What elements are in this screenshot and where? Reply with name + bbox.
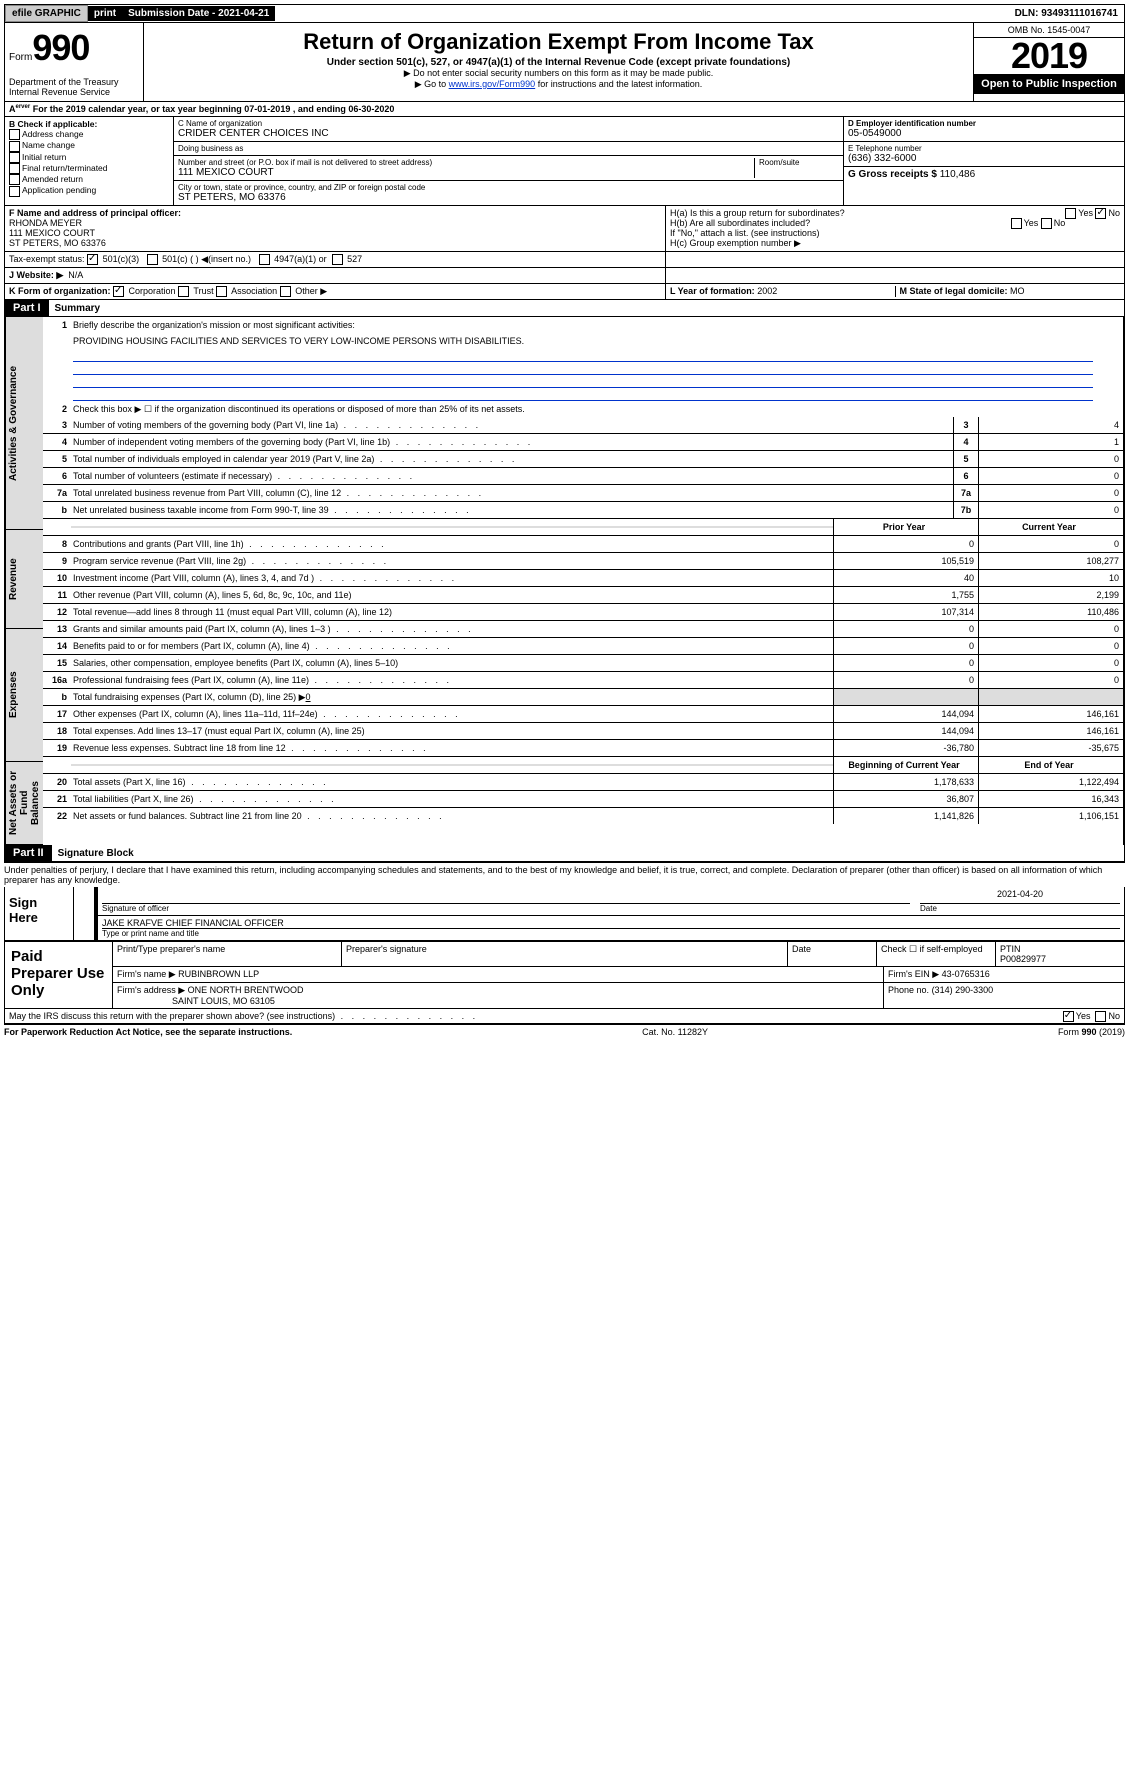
c22: 1,106,151 — [978, 808, 1123, 824]
info-grid: B Check if applicable: Address change Na… — [4, 117, 1125, 206]
c13: 0 — [978, 621, 1123, 637]
part2-header: Part II Signature Block — [4, 845, 1125, 862]
form-header: Form990 Department of the Treasury Inter… — [4, 23, 1125, 102]
p15: 0 — [833, 655, 978, 671]
print-button[interactable]: print — [88, 6, 122, 21]
paid-preparer-label: Paid Preparer Use Only — [5, 942, 113, 1008]
note-link: ▶ Go to www.irs.gov/Form990 for instruct… — [148, 79, 969, 90]
c19: -35,675 — [978, 740, 1123, 756]
v4: 1 — [978, 434, 1123, 450]
box-d-e-g: D Employer identification number 05-0549… — [843, 117, 1124, 205]
cat-no: Cat. No. 11282Y — [642, 1027, 708, 1037]
row-tax-status: Tax-exempt status: 501(c)(3) 501(c) ( ) … — [4, 252, 1125, 268]
paid-preparer: Paid Preparer Use Only Print/Type prepar… — [4, 941, 1125, 1009]
c11: 2,199 — [978, 587, 1123, 603]
firm-phone: (314) 290-3300 — [932, 985, 994, 995]
row-website: J Website: ▶ N/A — [4, 268, 1125, 284]
submission-date: Submission Date - 2021-04-21 — [122, 6, 275, 21]
p19: -36,780 — [833, 740, 978, 756]
footer: For Paperwork Reduction Act Notice, see … — [4, 1024, 1125, 1037]
mission: PROVIDING HOUSING FACILITIES AND SERVICE… — [71, 335, 1123, 347]
discuss-row: May the IRS discuss this return with the… — [4, 1009, 1125, 1024]
form-word: Form — [9, 52, 32, 63]
v5: 0 — [978, 451, 1123, 467]
v7a: 0 — [978, 485, 1123, 501]
note-ssn: ▶ Do not enter social security numbers o… — [148, 68, 969, 79]
p21: 36,807 — [833, 791, 978, 807]
vtab-governance: Activities & Governance — [5, 317, 43, 530]
form-subtitle: Under section 501(c), 527, or 4947(a)(1)… — [148, 57, 969, 68]
p22: 1,141,826 — [833, 808, 978, 824]
form-number: 990 — [32, 27, 89, 68]
gross-receipts: 110,486 — [940, 169, 975, 180]
p17: 144,094 — [833, 706, 978, 722]
c16a: 0 — [978, 672, 1123, 688]
p14: 0 — [833, 638, 978, 654]
p20: 1,178,633 — [833, 774, 978, 790]
p11: 1,755 — [833, 587, 978, 603]
top-bar: efile GRAPHIC print Submission Date - 20… — [4, 4, 1125, 23]
sign-date: 2021-04-20 — [920, 889, 1120, 904]
c14: 0 — [978, 638, 1123, 654]
vtab-net: Net Assets or Fund Balances — [5, 762, 43, 845]
dln: DLN: 93493111016741 — [1009, 6, 1124, 21]
irs-link[interactable]: www.irs.gov/Form990 — [449, 79, 536, 89]
v7b: 0 — [978, 502, 1123, 518]
signature-block: Sign Here Signature of officer 2021-04-2… — [4, 887, 1125, 941]
sign-here-label: Sign Here — [5, 887, 74, 940]
vtab-revenue: Revenue — [5, 530, 43, 629]
firm-ein: 43-0765316 — [942, 969, 990, 979]
org-address: 111 MEXICO COURT — [178, 167, 754, 178]
p12: 107,314 — [833, 604, 978, 620]
efile-label: efile GRAPHIC — [5, 5, 88, 22]
c10: 10 — [978, 570, 1123, 586]
vtab-expenses: Expenses — [5, 629, 43, 762]
period-row: Aerver For the 2019 calendar year, or ta… — [4, 102, 1125, 117]
officer-name-title: JAKE KRAFVE CHIEF FINANCIAL OFFICER — [102, 918, 1120, 929]
state-domicile: MO — [1010, 286, 1025, 296]
row-f-h: F Name and address of principal officer:… — [4, 206, 1125, 252]
firm-addr: ONE NORTH BRENTWOOD — [188, 985, 304, 995]
c9: 108,277 — [978, 553, 1123, 569]
c8: 0 — [978, 536, 1123, 552]
c17: 146,161 — [978, 706, 1123, 722]
ein: 05-0549000 — [848, 128, 1120, 139]
p8: 0 — [833, 536, 978, 552]
phone: (636) 332-6000 — [848, 153, 1120, 164]
ptin: P00829977 — [1000, 954, 1046, 964]
c18: 146,161 — [978, 723, 1123, 739]
dept-label: Department of the Treasury Internal Reve… — [9, 77, 139, 97]
penalties-text: Under penalties of perjury, I declare th… — [4, 862, 1125, 887]
row-k-l-m: K Form of organization: Corporation Trus… — [4, 284, 1125, 300]
box-b: B Check if applicable: Address change Na… — [5, 117, 174, 205]
form-ref: Form 990 (2019) — [1058, 1027, 1125, 1037]
tax-year: 2019 — [974, 38, 1124, 74]
year-formed: 2002 — [757, 286, 777, 296]
p9: 105,519 — [833, 553, 978, 569]
c12: 110,486 — [978, 604, 1123, 620]
part1-header: Part I Summary — [4, 300, 1125, 317]
open-public: Open to Public Inspection — [974, 74, 1124, 94]
box-c: C Name of organization CRIDER CENTER CHO… — [174, 117, 843, 205]
c15: 0 — [978, 655, 1123, 671]
p16a: 0 — [833, 672, 978, 688]
firm-name: RUBINBROWN LLP — [178, 969, 259, 979]
p13: 0 — [833, 621, 978, 637]
org-name: CRIDER CENTER CHOICES INC — [178, 128, 839, 139]
c21: 16,343 — [978, 791, 1123, 807]
p18: 144,094 — [833, 723, 978, 739]
v6: 0 — [978, 468, 1123, 484]
website-value: N/A — [68, 270, 83, 280]
summary-table: Activities & Governance Revenue Expenses… — [4, 317, 1125, 845]
c20: 1,122,494 — [978, 774, 1123, 790]
form-title: Return of Organization Exempt From Incom… — [148, 29, 969, 55]
v3: 4 — [978, 417, 1123, 433]
org-city: ST PETERS, MO 63376 — [178, 192, 839, 203]
officer-name: RHONDA MEYER — [9, 218, 661, 228]
paperwork-notice: For Paperwork Reduction Act Notice, see … — [4, 1027, 292, 1037]
p10: 40 — [833, 570, 978, 586]
